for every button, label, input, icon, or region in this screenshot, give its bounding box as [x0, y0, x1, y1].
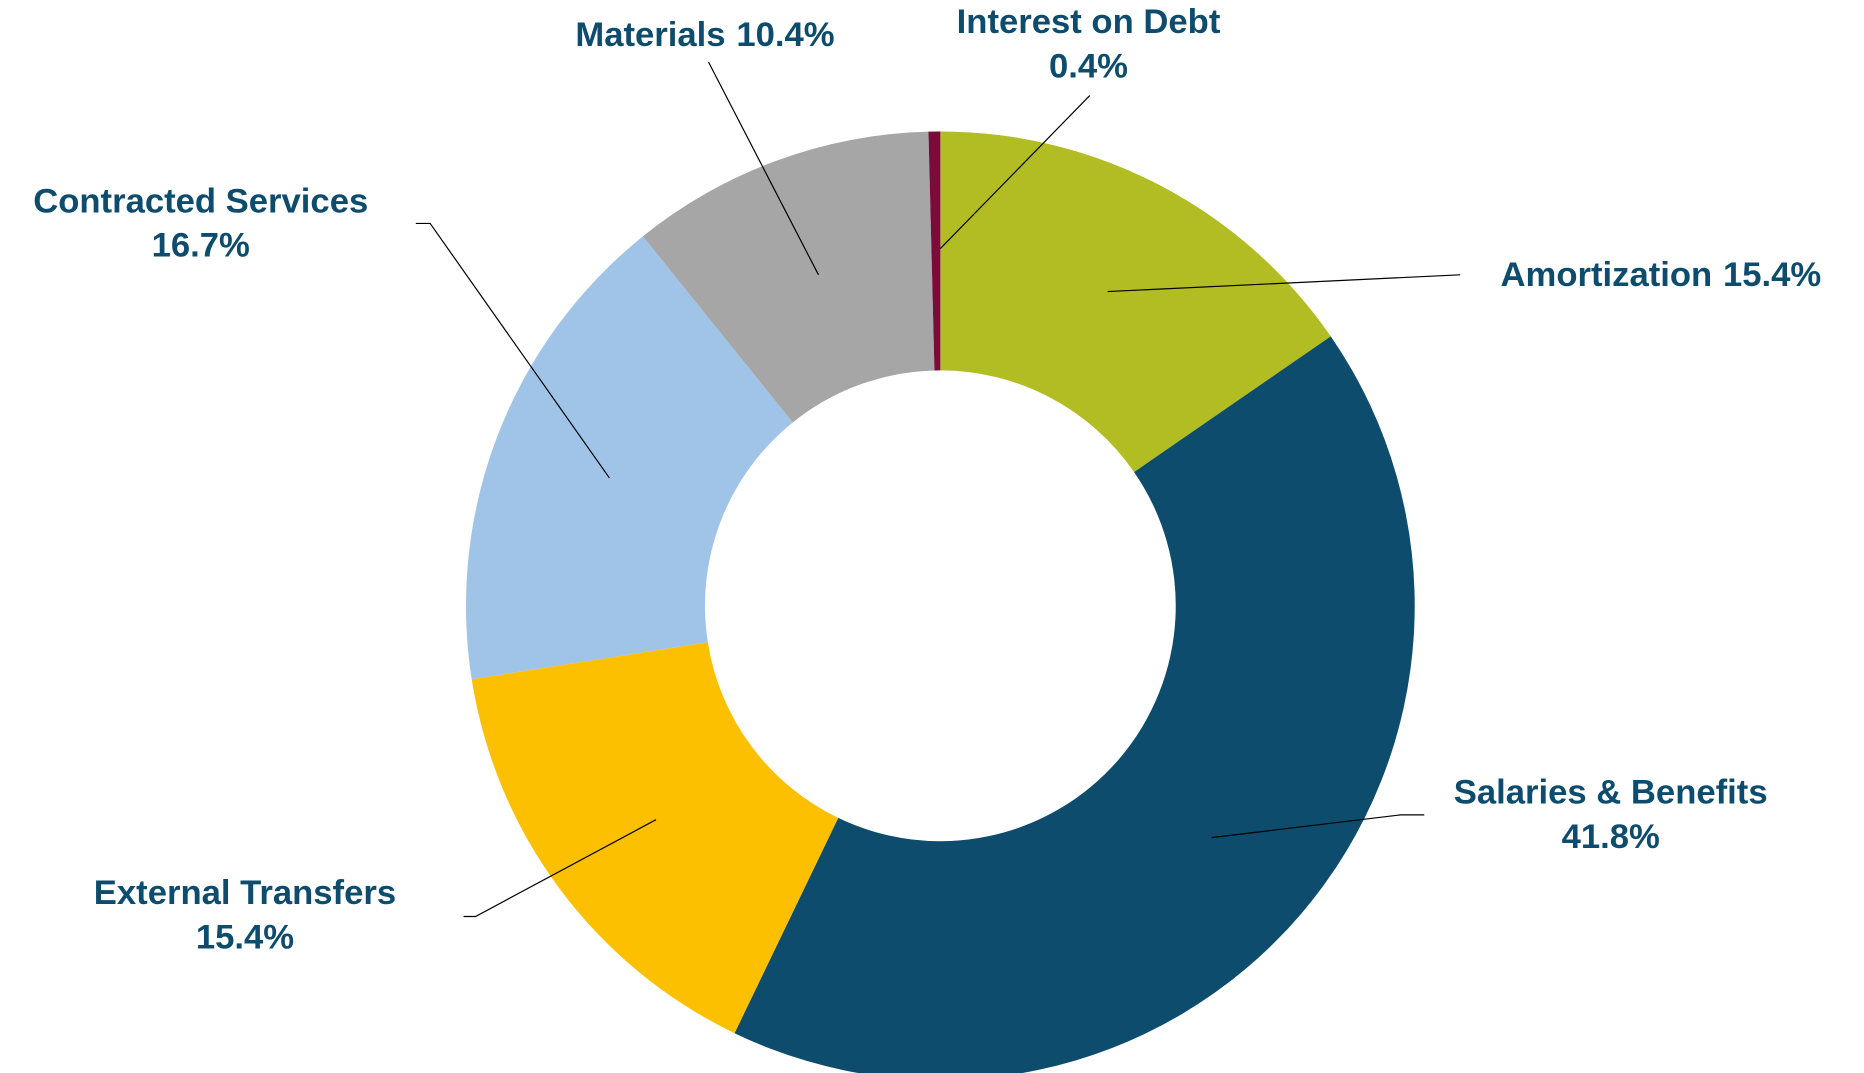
category-label: External Transfers: [94, 874, 396, 912]
leader-line: [708, 61, 820, 276]
donut-slice: [940, 131, 1331, 473]
value-label: 0.4%: [1049, 47, 1128, 85]
category-label: Salaries & Benefits: [1454, 774, 1768, 812]
category-label: Amortization: [1501, 256, 1713, 294]
value-label: 15.4%: [1723, 256, 1821, 294]
donut-slice: [734, 336, 1415, 1073]
leader-line: [939, 95, 1091, 249]
value-label: 16.7%: [152, 226, 250, 264]
leader-line: [1211, 814, 1425, 839]
leader-line: [463, 819, 657, 918]
value-label: 10.4%: [736, 16, 834, 54]
data-label: Amortization 15.4%: [1501, 256, 1822, 294]
donut-slice: [928, 131, 941, 371]
donut-slice: [642, 131, 935, 423]
category-label: Interest on Debt: [957, 3, 1221, 41]
leader-line: [1107, 274, 1461, 293]
value-label: 41.8%: [1562, 818, 1660, 856]
value-label: 15.4%: [196, 918, 294, 956]
leader-line: [415, 222, 610, 479]
data-label: Materials 10.4%: [575, 16, 834, 54]
category-label: Contracted Services: [33, 182, 368, 220]
donut-slice: [471, 642, 839, 1034]
donut-slice: [465, 236, 793, 680]
category-label: Materials: [575, 16, 725, 54]
